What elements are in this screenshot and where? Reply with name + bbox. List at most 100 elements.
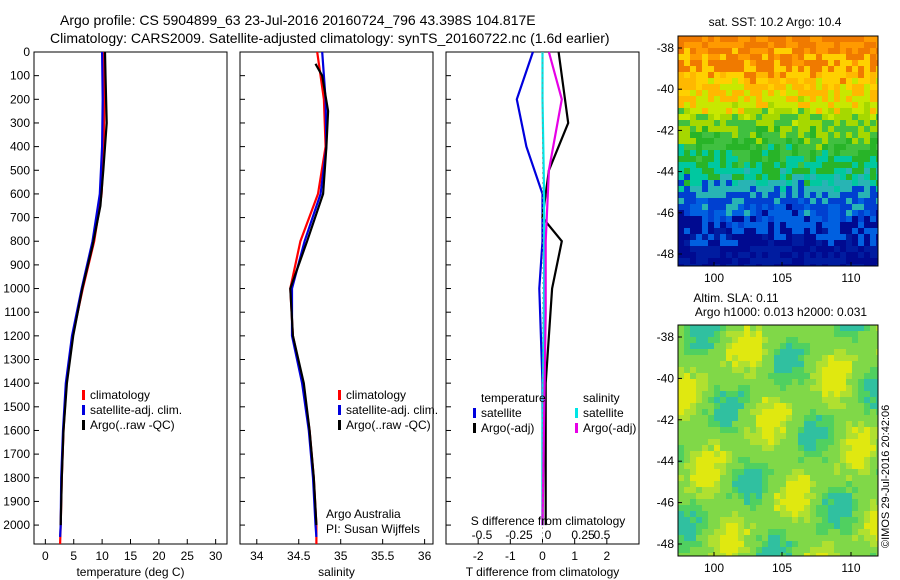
legend-1-swatch bbox=[82, 420, 85, 430]
panel-2-xtick-label: 35 bbox=[334, 549, 348, 563]
plot-title-line2: Climatology: CARS2009. Satellite-adjuste… bbox=[50, 30, 610, 46]
legend-1-label: satellite-adj. clim. bbox=[90, 403, 182, 417]
panel-2-frame bbox=[239, 51, 434, 545]
panel-2-xlabel: salinity bbox=[318, 565, 355, 579]
map-2 bbox=[678, 325, 878, 556]
panel-3-xtick-label: 2 bbox=[603, 549, 610, 563]
panel-3-top-xtick-label: 0.5 bbox=[594, 528, 611, 542]
map-2-ytick-label: -40 bbox=[657, 371, 675, 385]
map-1-ytick-label: -38 bbox=[657, 41, 675, 55]
map-1 bbox=[678, 36, 878, 266]
depth-tick-label: 1400 bbox=[3, 376, 30, 390]
legend-3-swatch bbox=[473, 408, 476, 418]
panel-3-top-xlabel: S difference from climatology bbox=[471, 514, 626, 528]
legend-temperature-title: temperature bbox=[481, 391, 546, 405]
panel-2-xtick-label: 35.5 bbox=[371, 549, 395, 563]
map-2-ytick-label: -44 bbox=[657, 454, 675, 468]
map-2-xtick-label: 110 bbox=[841, 561, 860, 575]
series-1-3 bbox=[59, 51, 108, 526]
depth-tick-label: 100 bbox=[10, 69, 30, 83]
panel-3-xtick-label: 0 bbox=[539, 549, 546, 563]
legend-2-label: satellite-adj. clim. bbox=[346, 403, 438, 417]
legend-3-label: satellite bbox=[583, 406, 624, 420]
map-1-ytick-label: -44 bbox=[657, 165, 675, 179]
depth-tick-label: 1200 bbox=[3, 329, 30, 343]
legend-salinity-title: salinity bbox=[583, 391, 620, 405]
depth-tick-label: 1500 bbox=[3, 400, 30, 414]
legend-3-label: Argo(-adj) bbox=[481, 421, 534, 435]
legend-3-label: Argo(-adj) bbox=[583, 421, 636, 435]
series-2-3 bbox=[289, 63, 330, 526]
depth-tick-label: 200 bbox=[10, 92, 30, 106]
panel-1-xtick-label: 30 bbox=[209, 549, 223, 563]
map-1-ytick-label: -48 bbox=[657, 247, 675, 261]
legend-3-label: satellite bbox=[481, 406, 522, 420]
series-3-3 bbox=[541, 52, 546, 526]
map-1-ytick-label: -40 bbox=[657, 82, 675, 96]
map-1-frame bbox=[677, 35, 879, 267]
depth-tick-label: 400 bbox=[10, 140, 30, 154]
depth-tick-label: 500 bbox=[10, 163, 30, 177]
map-2-ytick-label: -42 bbox=[657, 413, 675, 427]
imos-credit: ©IMOS 29-Jul-2016 20:42:06 bbox=[880, 404, 892, 548]
map-2-subtitle: Argo h1000: 0.013 h2000: 0.031 bbox=[695, 305, 867, 319]
panel-2-xtick-label: 36 bbox=[418, 549, 432, 563]
map-1-ytick-label: -42 bbox=[657, 123, 675, 137]
panel-3-top-xtick-label: 0 bbox=[545, 528, 552, 542]
panel-3-top-xtick-label: -0.5 bbox=[472, 528, 493, 542]
annotation-line1: Argo Australia bbox=[326, 507, 401, 521]
map-2-ytick-label: -38 bbox=[657, 330, 675, 344]
legend-1-swatch bbox=[82, 390, 85, 400]
depth-tick-label: 900 bbox=[10, 258, 30, 272]
panel-2-xtick-label: 34.5 bbox=[287, 549, 311, 563]
panel-1-xtick-label: 10 bbox=[95, 549, 109, 563]
annotation-line2: PI: Susan Wijffels bbox=[326, 522, 420, 536]
depth-tick-label: 1600 bbox=[3, 423, 30, 437]
map-2-title: Altim. SLA: 0.11 bbox=[693, 291, 778, 305]
depth-tick-label: 1000 bbox=[3, 282, 30, 296]
legend-1-swatch bbox=[82, 405, 85, 415]
series-3-4 bbox=[541, 51, 563, 526]
panel-3-xtick-label: -2 bbox=[473, 549, 484, 563]
panel-3-xtick-label: -1 bbox=[505, 549, 516, 563]
panel-3-xtick-label: 1 bbox=[571, 549, 578, 563]
panel-3-xlabel: T difference from climatology bbox=[466, 565, 620, 579]
depth-tick-label: 2000 bbox=[3, 518, 30, 532]
panel-1-frame bbox=[33, 51, 228, 545]
map-2-xtick-label: 105 bbox=[772, 561, 792, 575]
map-1-ytick-label: -46 bbox=[657, 206, 675, 220]
depth-tick-label: 1900 bbox=[3, 494, 30, 508]
depth-tick-label: 800 bbox=[10, 234, 30, 248]
legend-1-label: climatology bbox=[90, 388, 150, 402]
map-1-xtick-label: 110 bbox=[841, 271, 860, 285]
panel-1-xtick-label: 20 bbox=[152, 549, 166, 563]
map-2-xtick-label: 100 bbox=[704, 561, 724, 575]
legend-3-swatch bbox=[473, 423, 476, 433]
map-1-xtick-label: 100 bbox=[704, 271, 724, 285]
plot-title-line1: Argo profile: CS 5904899_63 23-Jul-2016 … bbox=[60, 12, 536, 28]
legend-2-swatch bbox=[338, 405, 341, 415]
panel-2-xtick-label: 34 bbox=[250, 549, 264, 563]
depth-tick-label: 700 bbox=[10, 211, 30, 225]
legend-2-swatch bbox=[338, 420, 341, 430]
panel-3-top-xtick-label: -0.25 bbox=[505, 528, 533, 542]
depth-tick-label: 1800 bbox=[3, 471, 30, 485]
legend-1-label: Argo(..raw -QC) bbox=[90, 418, 175, 432]
legend-2-swatch bbox=[338, 390, 341, 400]
map-1-xtick-label: 105 bbox=[772, 271, 792, 285]
panel-1-xtick-label: 0 bbox=[42, 549, 49, 563]
depth-tick-label: 600 bbox=[10, 187, 30, 201]
legend-2-label: climatology bbox=[346, 388, 406, 402]
depth-tick-label: 1700 bbox=[3, 447, 30, 461]
map-2-frame bbox=[677, 324, 879, 557]
depth-tick-label: 300 bbox=[10, 116, 30, 130]
depth-tick-label: 1300 bbox=[3, 353, 30, 367]
legend-3-swatch bbox=[575, 423, 578, 433]
legend-3-swatch bbox=[575, 408, 578, 418]
map-1-title: sat. SST: 10.2 Argo: 10.4 bbox=[709, 15, 842, 29]
panel-1-xtick-label: 5 bbox=[70, 549, 77, 563]
panel-1-xtick-label: 15 bbox=[124, 549, 138, 563]
depth-tick-label: 0 bbox=[23, 45, 30, 59]
map-2-ytick-label: -46 bbox=[657, 496, 675, 510]
